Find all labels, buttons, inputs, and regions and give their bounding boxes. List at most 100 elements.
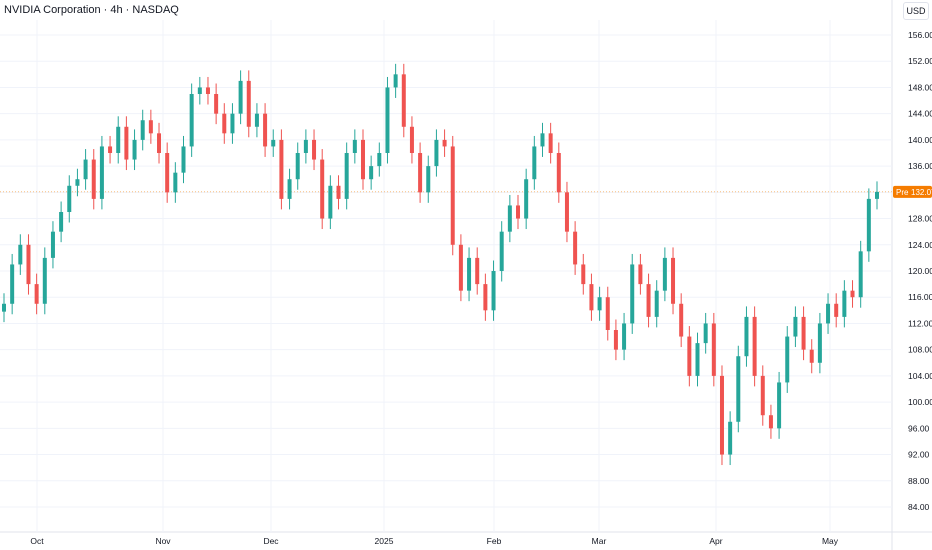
x-tick-label: May	[822, 536, 839, 546]
candle-body	[165, 153, 170, 193]
candle	[858, 240, 863, 308]
candle-body	[475, 257, 480, 285]
x-tick-label: Feb	[487, 536, 502, 546]
candle	[793, 306, 798, 348]
candle-body	[59, 212, 64, 232]
candle	[230, 103, 235, 144]
y-tick-label: 88.00	[908, 476, 930, 486]
candle	[312, 129, 317, 171]
candle	[475, 247, 480, 295]
candle	[687, 326, 692, 387]
candle-body	[75, 179, 80, 186]
x-tick-label: Nov	[155, 536, 171, 546]
candle-body	[654, 290, 659, 317]
candle-body	[613, 330, 618, 350]
candle	[181, 135, 186, 184]
candle-body	[401, 74, 406, 127]
candle-body	[320, 159, 325, 219]
candle	[752, 306, 757, 387]
candle	[205, 76, 210, 105]
candle	[703, 312, 708, 354]
candle	[834, 293, 839, 328]
candle-body	[638, 264, 643, 285]
y-tick-label: 104.00	[908, 371, 932, 381]
candle-body	[34, 284, 39, 304]
candle-body	[426, 166, 431, 193]
candle-body	[50, 231, 55, 258]
y-tick-label: 96.00	[908, 423, 930, 433]
candle	[189, 83, 194, 157]
last-price-badge-bg	[893, 185, 932, 198]
candle-body	[679, 303, 684, 337]
x-tick-label: Mar	[592, 536, 607, 546]
candle-body	[132, 139, 137, 160]
chart-title: NVIDIA Corporation · 4h · NASDAQ	[4, 4, 179, 16]
candle	[540, 122, 545, 157]
candle	[638, 253, 643, 295]
y-tick-label: 84.00	[908, 502, 930, 512]
y-tick-label: 100.00	[908, 397, 932, 407]
candle-body	[409, 126, 414, 153]
candle-body	[540, 133, 545, 147]
candle-body	[336, 185, 341, 199]
candlestick-series	[2, 63, 879, 466]
candle-body	[793, 316, 798, 337]
candle-body	[116, 126, 121, 153]
candle-body	[752, 316, 757, 376]
candle-body	[246, 80, 251, 127]
candle	[450, 135, 455, 256]
candle-body	[42, 257, 47, 304]
candle	[434, 129, 439, 177]
candle-body	[18, 244, 23, 265]
candle	[589, 273, 594, 321]
currency-label[interactable]: USD	[903, 2, 929, 20]
candle-body	[10, 264, 15, 304]
candle	[360, 129, 365, 190]
candle	[336, 175, 341, 210]
candle-body	[450, 146, 455, 245]
candle-body	[214, 94, 219, 114]
candle	[654, 280, 659, 328]
candle-body	[687, 336, 692, 376]
candle-body	[360, 139, 365, 180]
last-price-badge: Pre 132.07	[893, 185, 932, 198]
y-tick-label: 112.00	[908, 318, 932, 328]
candle-body	[548, 133, 553, 153]
candle-body	[385, 87, 390, 153]
candle	[744, 306, 749, 367]
candle-body	[26, 244, 31, 285]
candle-body	[442, 139, 447, 147]
candle	[524, 168, 529, 230]
candle	[26, 234, 31, 295]
x-tick-label: Oct	[30, 536, 44, 546]
candle-body	[564, 192, 569, 232]
candle-body	[295, 153, 300, 180]
candle-body	[2, 303, 6, 312]
candle	[18, 234, 23, 275]
candle-body	[238, 80, 243, 114]
candle-body	[230, 113, 235, 134]
candle	[728, 411, 733, 466]
candle	[369, 155, 374, 190]
candle	[328, 175, 333, 230]
candle	[695, 332, 700, 387]
y-tick-label: 144.00	[908, 109, 932, 119]
candle	[630, 253, 635, 334]
candle	[556, 142, 561, 203]
candle	[83, 149, 88, 190]
candle	[842, 280, 847, 328]
y-tick-label: 148.00	[908, 82, 932, 92]
candle-body	[352, 139, 357, 153]
candle	[817, 312, 822, 374]
candle-body	[760, 375, 765, 416]
candle	[67, 175, 72, 223]
candle	[777, 371, 782, 439]
candle	[736, 345, 741, 433]
candle-body	[834, 303, 839, 317]
candle-body	[516, 205, 521, 219]
x-tick-label: 2025	[375, 536, 394, 546]
candle-body	[279, 139, 284, 199]
candle	[418, 142, 423, 203]
